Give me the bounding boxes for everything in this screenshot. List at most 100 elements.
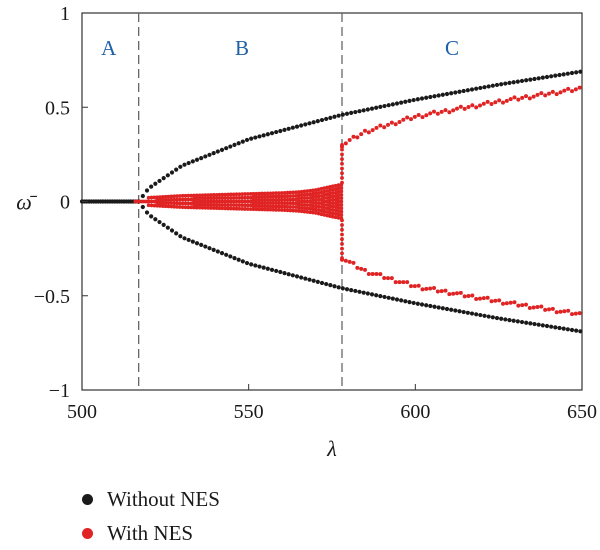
data-point-with-nes — [160, 201, 165, 205]
data-point-with-nes — [197, 199, 202, 204]
data-point-with-nes — [420, 287, 425, 292]
data-point-without-nes — [382, 294, 387, 300]
data-point-with-nes — [412, 114, 417, 119]
data-point-with-nes — [146, 195, 151, 200]
data-point-with-nes — [262, 198, 267, 202]
data-point-without-nes — [307, 277, 312, 282]
data-point-with-nes — [274, 204, 279, 209]
data-point-with-nes — [470, 293, 475, 298]
data-point-with-nes — [339, 209, 344, 214]
data-point-without-nes — [257, 134, 262, 139]
data-point-without-nes — [436, 93, 441, 98]
data-point-with-nes — [260, 207, 264, 212]
data-point-with-nes — [183, 197, 188, 202]
data-point-with-nes — [520, 303, 525, 308]
data-point-without-nes — [224, 146, 229, 151]
data-point-with-nes — [217, 199, 222, 204]
data-point-without-nes — [436, 305, 441, 310]
data-point-without-nes — [482, 85, 487, 90]
data-point-without-nes — [474, 312, 479, 317]
legend-item-with-nes: With NES — [82, 516, 220, 550]
data-point-with-nes — [347, 259, 352, 264]
data-point-with-nes — [319, 194, 324, 198]
data-point-without-nes — [169, 170, 175, 175]
data-point-with-nes — [316, 197, 321, 202]
data-point-with-nes — [296, 205, 301, 210]
data-point-with-nes — [478, 296, 482, 301]
data-point-with-nes — [197, 196, 202, 201]
data-point-with-nes — [405, 115, 410, 120]
data-point-with-nes — [512, 95, 517, 100]
data-point-with-nes — [296, 193, 301, 198]
data-point-with-nes — [330, 211, 335, 216]
data-point-with-nes — [211, 196, 216, 201]
data-point-with-nes — [228, 203, 233, 207]
data-point-with-nes — [340, 171, 344, 176]
data-point-with-nes — [432, 286, 436, 291]
data-point-without-nes — [561, 72, 566, 77]
data-point-with-nes — [231, 196, 236, 200]
data-point-without-nes — [236, 141, 241, 146]
data-point-without-nes — [399, 100, 404, 105]
data-point-with-nes — [524, 94, 528, 99]
data-point-without-nes — [424, 303, 429, 308]
data-point-with-nes — [374, 272, 379, 277]
data-point-with-nes — [175, 201, 179, 206]
data-point-with-nes — [226, 206, 230, 211]
data-point-with-nes — [340, 180, 344, 185]
data-point-with-nes — [209, 199, 213, 204]
data-point-with-nes — [240, 203, 245, 208]
data-point-with-nes — [200, 196, 205, 201]
data-point-with-nes — [203, 199, 208, 204]
data-point-with-nes — [169, 194, 174, 199]
data-point-with-nes — [330, 191, 335, 195]
data-point-with-nes — [251, 198, 256, 202]
data-point-with-nes — [268, 201, 273, 206]
data-point-with-nes — [166, 204, 171, 209]
data-point-with-nes — [305, 192, 310, 197]
data-point-without-nes — [386, 103, 391, 108]
data-point-with-nes — [288, 190, 293, 195]
data-point-with-nes — [166, 197, 171, 202]
data-point-without-nes — [424, 95, 429, 100]
data-point-without-nes — [528, 321, 533, 326]
data-point-with-nes — [268, 197, 273, 202]
data-point-without-nes — [536, 322, 541, 327]
data-point-with-nes — [313, 197, 318, 202]
data-point-with-nes — [288, 208, 293, 213]
data-point-with-nes — [558, 309, 563, 314]
x-tick-label: 550 — [234, 401, 264, 423]
data-point-with-nes — [163, 204, 168, 209]
data-point-without-nes — [519, 78, 525, 84]
data-point-with-nes — [254, 198, 259, 202]
data-point-with-nes — [340, 152, 344, 157]
data-point-with-nes — [217, 192, 222, 197]
data-point-with-nes — [200, 202, 205, 207]
data-point-with-nes — [228, 196, 233, 200]
data-point-with-nes — [245, 195, 250, 200]
data-point-without-nes — [540, 323, 545, 328]
data-point-without-nes — [169, 228, 175, 233]
data-point-without-nes — [253, 135, 258, 140]
data-point-with-nes — [325, 196, 330, 200]
data-point-with-nes — [248, 199, 253, 204]
data-point-without-nes — [403, 99, 408, 104]
data-point-with-nes — [279, 201, 284, 206]
data-point-with-nes — [234, 199, 239, 204]
bifurcation-chart: A B C 500 550 600 650 1 0.5 0 −0.5 −1 λ ω̄ — [16, 3, 597, 461]
data-point-with-nes — [223, 199, 228, 204]
data-point-with-nes — [531, 94, 536, 99]
data-point-without-nes — [228, 144, 233, 149]
x-tick-label: 600 — [400, 401, 430, 423]
data-point-with-nes — [288, 194, 293, 199]
data-point-without-nes — [219, 251, 225, 256]
data-point-with-nes — [330, 214, 335, 219]
data-point-with-nes — [474, 297, 479, 302]
data-point-with-nes — [330, 187, 335, 192]
data-point-without-nes — [386, 295, 391, 300]
data-point-without-nes — [353, 109, 358, 115]
data-point-with-nes — [340, 251, 344, 256]
data-point-without-nes — [561, 326, 566, 331]
data-point-with-nes — [194, 202, 199, 207]
data-point-without-nes — [224, 252, 229, 257]
